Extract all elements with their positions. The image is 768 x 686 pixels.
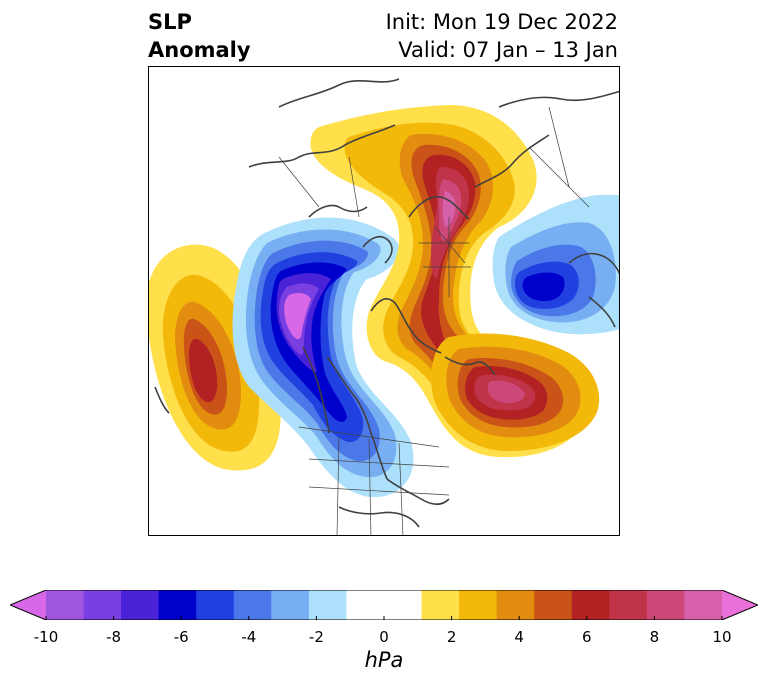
- colorbar-segment: [121, 590, 160, 620]
- colorbar-tick-label: -6: [173, 628, 189, 646]
- colorbar-tick-label: -2: [308, 628, 324, 646]
- colorbar-tick-label: 2: [446, 628, 457, 646]
- map-title: SLP Anomaly: [148, 8, 251, 64]
- colorbar-extend-min: [10, 590, 46, 620]
- colorbar-segment: [534, 590, 573, 620]
- colorbar-unit-label: hPa: [364, 648, 404, 672]
- colorbar-segment: [421, 590, 460, 620]
- country-borders: [278, 106, 590, 535]
- siberia-low-anomaly: [492, 195, 619, 335]
- colorbar-segment: [684, 590, 723, 620]
- coastlines: [154, 78, 619, 528]
- title-line-1: SLP: [148, 10, 192, 34]
- colorbar-tick-label: -4: [241, 628, 257, 646]
- colorbar-extend-max: [722, 590, 758, 620]
- colorbar-tick-label: 8: [649, 628, 660, 646]
- init-date-label: Init: Mon 19 Dec 2022: [385, 10, 618, 34]
- colorbar-segment: [346, 590, 385, 620]
- canada-low-anomaly: [232, 217, 414, 498]
- colorbar: [10, 590, 758, 620]
- colorbar-tick-label: 10: [712, 628, 732, 646]
- colorbar-tick-label: 0: [379, 628, 389, 646]
- date-info: Init: Mon 19 Dec 2022 Valid: 07 Jan – 13…: [386, 8, 618, 64]
- colorbar-segment: [158, 590, 197, 620]
- colorbar-segment: [46, 590, 85, 620]
- colorbar-segment: [196, 590, 235, 620]
- colorbar-segment: [646, 590, 685, 620]
- colorbar-segment: [496, 590, 535, 620]
- colorbar-segment: [571, 590, 610, 620]
- colorbar-tick-label: 6: [582, 628, 592, 646]
- anomaly-map: [148, 66, 620, 536]
- colorbar-tick-label: 4: [514, 628, 524, 646]
- colorbar-tick-label: -8: [106, 628, 122, 646]
- colorbar-segment: [609, 590, 648, 620]
- colorbar-segment: [459, 590, 498, 620]
- colorbar-segment: [83, 590, 122, 620]
- valid-period-label: Valid: 07 Jan – 13 Jan: [398, 38, 618, 62]
- colorbar-segment: [233, 590, 272, 620]
- title-line-2: Anomaly: [148, 38, 251, 62]
- map-svg: [149, 78, 619, 535]
- colorbar-segment: [271, 590, 310, 620]
- colorbar-segment: [308, 590, 347, 620]
- colorbar-segment: [384, 590, 423, 620]
- colorbar-tick-label: -10: [33, 628, 59, 646]
